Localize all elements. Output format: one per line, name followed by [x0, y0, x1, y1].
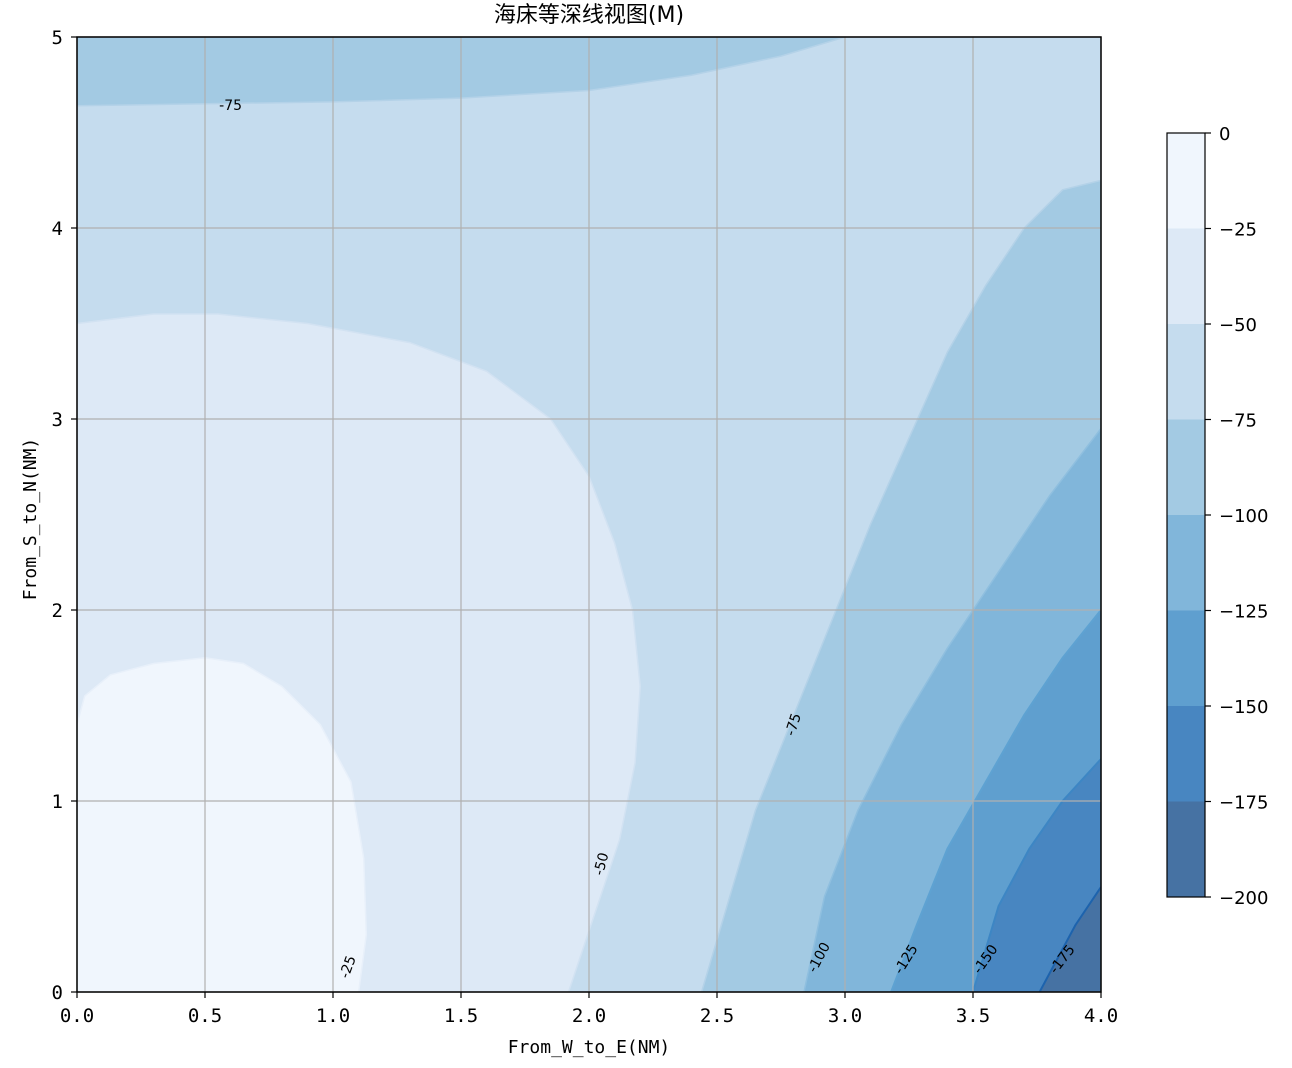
colorbar-tick-label: −25 — [1219, 220, 1257, 241]
colorbar-tick-label: −100 — [1219, 506, 1268, 527]
y-axis: 0 1 2 3 4 5 — [52, 27, 77, 1004]
y-tick-label: 0 — [52, 982, 63, 1004]
x-tick-label: 0.0 — [60, 1005, 94, 1027]
contour-line — [890, 609, 1101, 992]
colorbar-tick-label: 0 — [1219, 124, 1230, 145]
x-tick-label: 3.5 — [956, 1005, 990, 1027]
contour-label: -75 — [219, 98, 242, 114]
colorbar-tick-label: −75 — [1219, 411, 1257, 432]
colorbar-tick-label: −125 — [1219, 602, 1268, 623]
y-tick-label: 3 — [52, 409, 63, 431]
colorbar-segment — [1167, 133, 1205, 229]
contour-label: -25 — [337, 954, 360, 981]
band-125-150 — [973, 759, 1101, 992]
colorbar: 0 −25 −50 −75 −100 −125 −150 −175 −200 — [1166, 124, 1268, 909]
colorbar-segment — [1167, 706, 1205, 802]
chart-title: 海床等深线视图(M) — [494, 3, 684, 28]
contour-label: -75 — [783, 711, 805, 738]
contour-line — [77, 37, 846, 107]
contour-line — [803, 428, 1101, 992]
colorbar-tick-label: −175 — [1219, 793, 1268, 814]
y-tick-label: 2 — [52, 600, 63, 622]
x-axis-title: From_W_to_E(NM) — [508, 1037, 671, 1058]
contour-line — [1038, 886, 1101, 992]
x-tick-label: 0.5 — [188, 1005, 222, 1027]
colorbar-segment — [1167, 324, 1205, 420]
contour-line — [700, 179, 1101, 992]
y-tick-label: 4 — [52, 218, 63, 240]
x-tick-label: 1.0 — [316, 1005, 350, 1027]
colorbar-segment — [1167, 515, 1205, 611]
colorbar-segment — [1167, 419, 1205, 516]
contour-label: -50 — [591, 851, 612, 877]
y-tick-label: 1 — [52, 791, 63, 813]
colorbar-segment — [1167, 610, 1205, 707]
colorbar-segment — [1167, 801, 1205, 898]
x-tick-label: 3.0 — [828, 1005, 862, 1027]
band-0-25 — [77, 657, 367, 992]
band-150-175 — [1039, 887, 1101, 992]
colorbar-tick-label: −50 — [1219, 315, 1257, 336]
y-tick-label: 5 — [52, 27, 63, 49]
x-axis: 0.0 0.5 1.0 1.5 2.0 2.5 3.0 3.5 4.0 — [60, 992, 1118, 1027]
colorbar-tick-label: −150 — [1219, 697, 1268, 718]
contour-line — [77, 657, 368, 992]
x-tick-label: 1.5 — [444, 1005, 478, 1027]
colorbar-tick-label: −200 — [1219, 888, 1268, 909]
x-tick-label: 4.0 — [1084, 1005, 1118, 1027]
colorbar-segment — [1167, 228, 1205, 325]
contour-line — [972, 758, 1101, 992]
x-tick-label: 2.5 — [700, 1005, 734, 1027]
x-tick-label: 2.0 — [572, 1005, 606, 1027]
y-axis-title: From_S_to_N(NM) — [20, 438, 41, 601]
